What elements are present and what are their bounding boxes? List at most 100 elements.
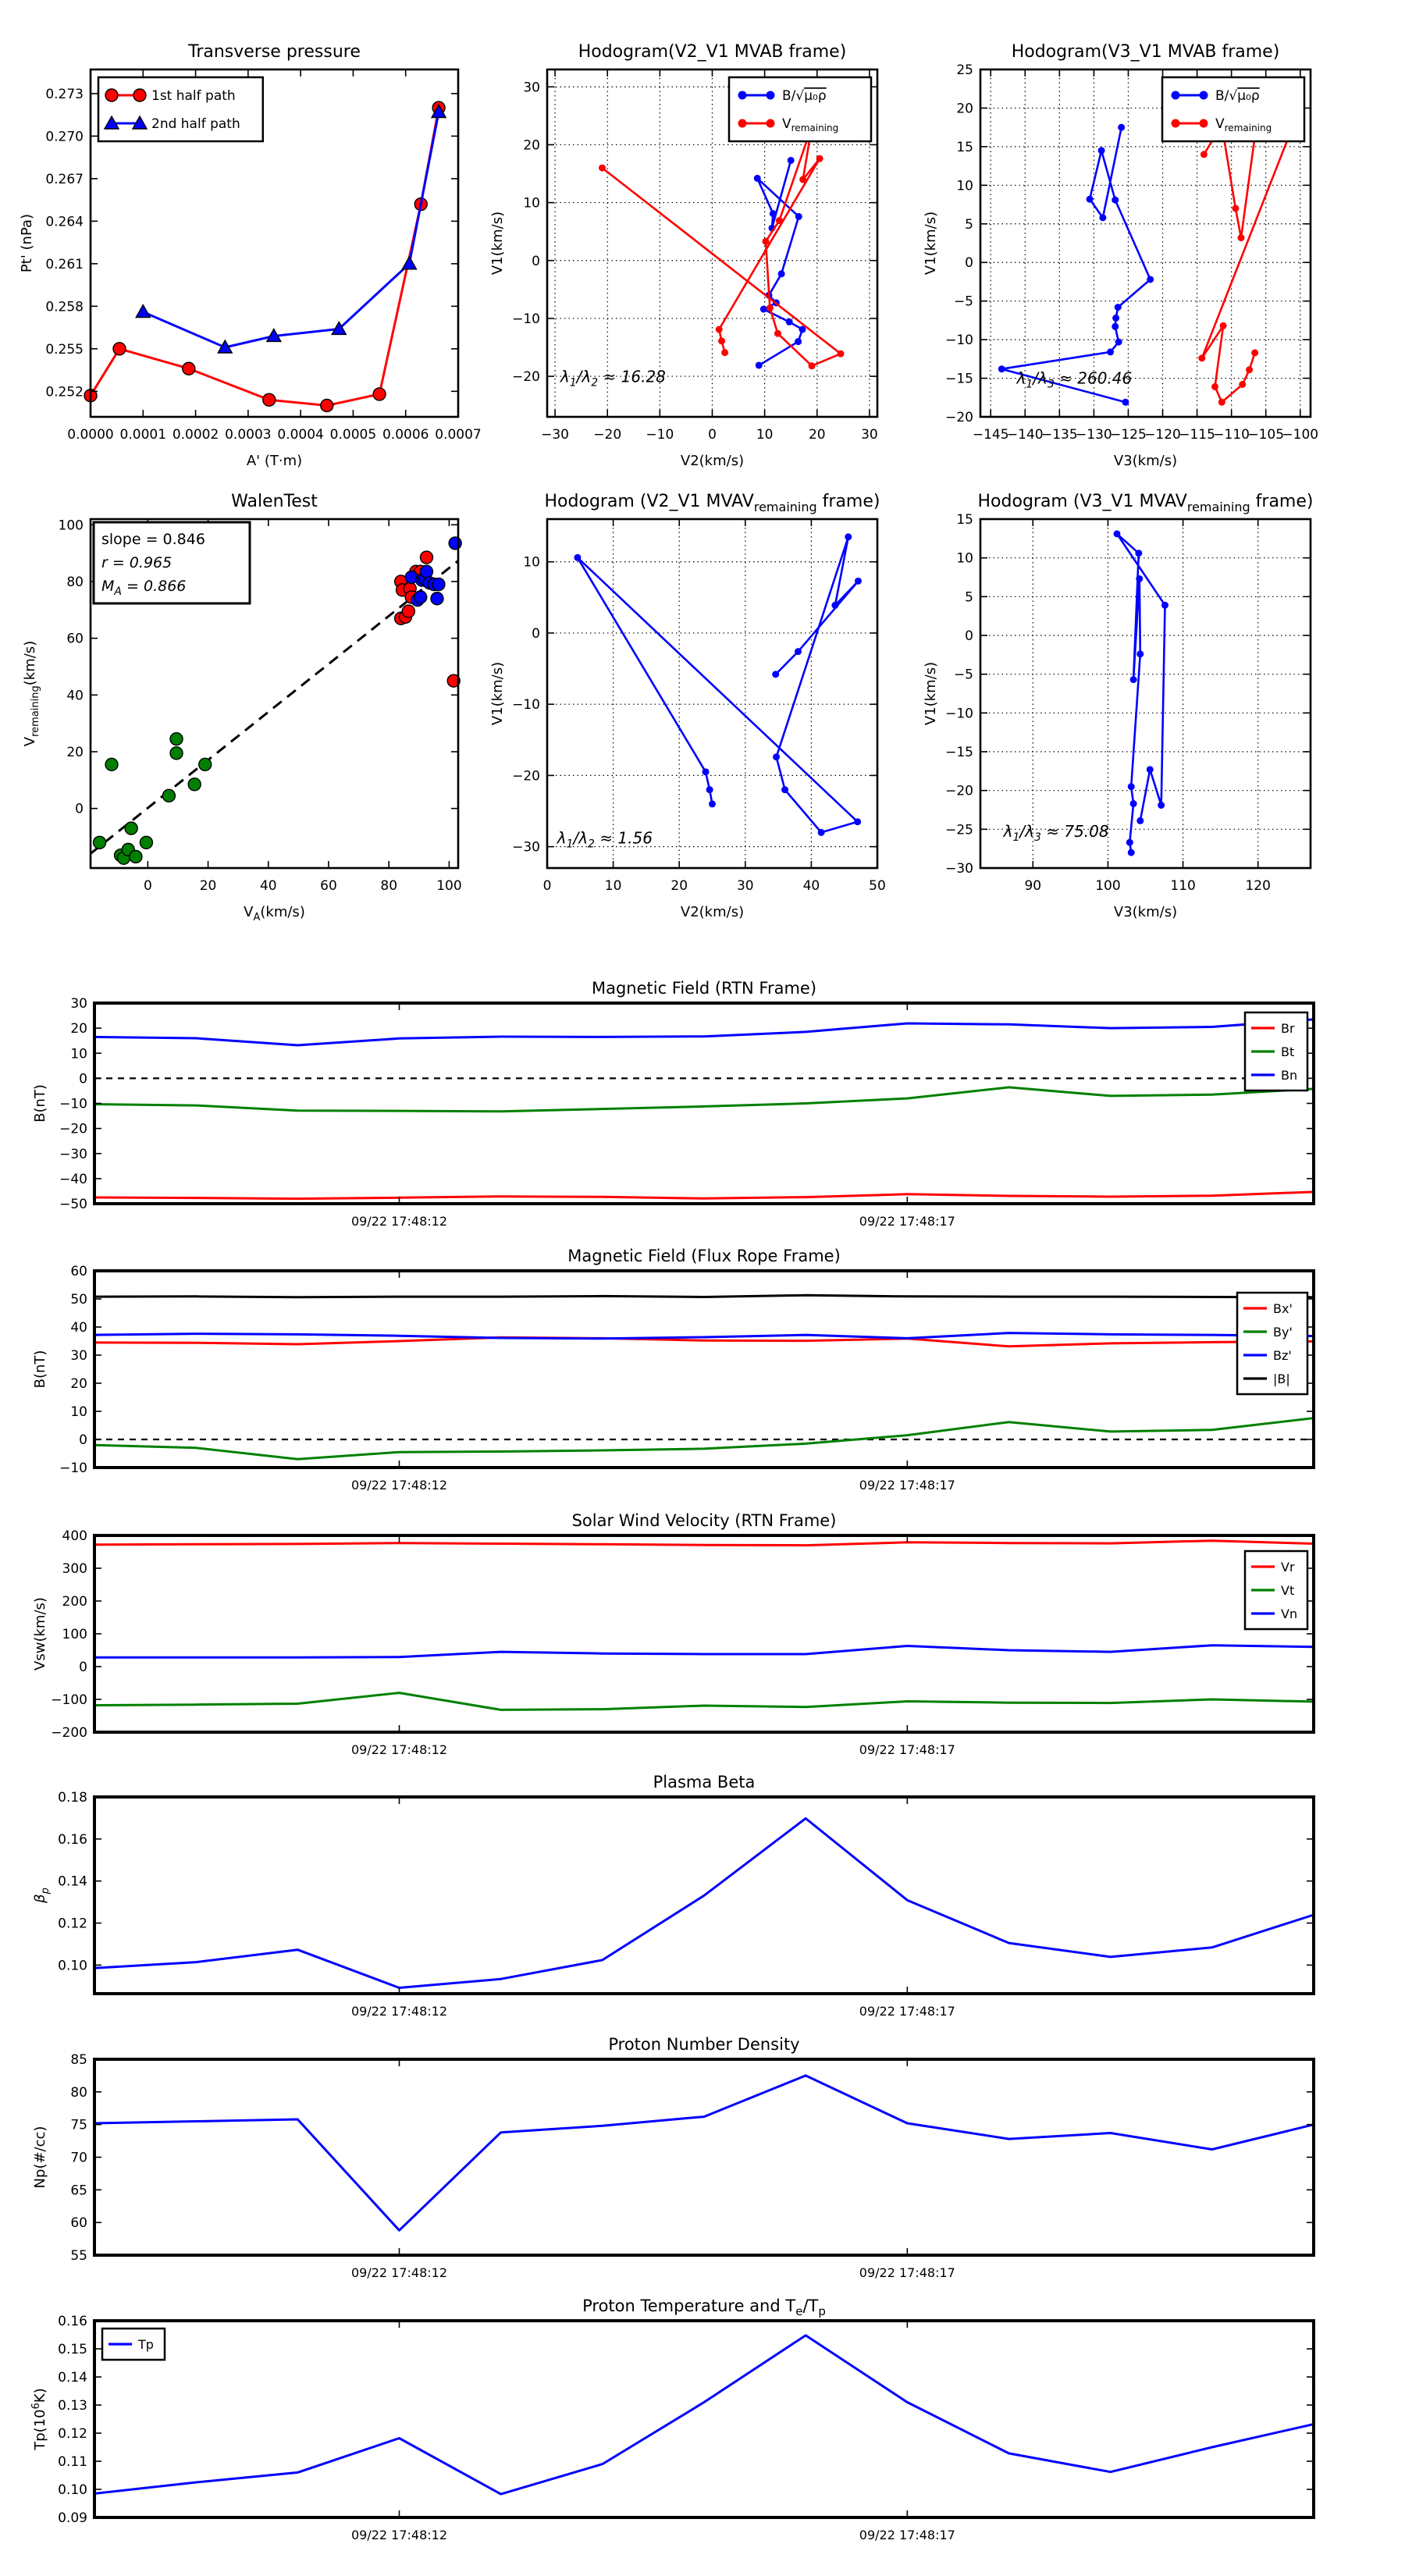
x-tick-label: 50	[869, 878, 886, 894]
data-point	[112, 342, 126, 356]
x-tick-label: 09/22 17:48:17	[859, 2528, 955, 2542]
data-point	[774, 329, 781, 337]
y-tick-label: 0.255	[45, 342, 84, 358]
series-alfven-velocity-path	[998, 123, 1154, 406]
x-tick-label: −110	[1213, 427, 1250, 443]
series-bn	[94, 1018, 1314, 1047]
series-first-half-path	[84, 101, 446, 413]
y-tick-label: 15	[956, 140, 973, 155]
y-tick-label: 200	[62, 1594, 87, 1610]
y-axis-label: B(nT)	[32, 1350, 48, 1389]
x-tick-label: 09/22 17:48:12	[351, 2265, 447, 2280]
legend-marker	[133, 88, 147, 102]
data-point	[139, 835, 154, 849]
data-point	[162, 788, 176, 803]
series-line	[94, 1692, 1314, 1711]
data-point	[401, 604, 415, 618]
axes-frame	[89, 68, 460, 418]
y-tick-label: 50	[70, 1292, 87, 1308]
x-tick-label: 0.0005	[330, 427, 376, 443]
grid	[546, 519, 878, 868]
x-tick-label: 09/22 17:48:12	[351, 2004, 447, 2019]
data-point	[1147, 276, 1154, 283]
legend-item-label: Bx'	[1273, 1301, 1293, 1316]
data-point	[808, 362, 816, 370]
x-tick-label: 0.0000	[67, 427, 113, 443]
data-point	[599, 164, 606, 172]
data-point	[135, 304, 151, 318]
panel-title: Solar Wind Velocity (RTN Frame)	[572, 1511, 837, 1530]
series-line	[94, 2074, 1314, 2232]
data-point	[331, 320, 347, 336]
series-line	[1200, 120, 1289, 404]
series-alfven-velocity-path	[753, 156, 806, 369]
y-tick-label: 0.16	[58, 2314, 87, 2329]
y-tick-label: 60	[70, 1264, 87, 1279]
series-line	[94, 1332, 1314, 1340]
legend: Vr Vt Vn	[1243, 1550, 1309, 1631]
x-tick-label: 40	[260, 878, 277, 894]
data-point	[831, 601, 839, 609]
data-point	[1239, 380, 1247, 388]
panel-hodogram-v2v1-mvav: Hodogram (V2_V1 MVAVremaining frame) 0 10 2…	[489, 492, 886, 920]
y-axis-label: V1(km/s)	[489, 662, 506, 725]
y-tick-label: −20	[512, 369, 540, 385]
y-tick-label: 80	[66, 575, 84, 590]
lambda-annotation: λ1/λ3 ≈ 75.08	[1003, 822, 1109, 844]
y-tick-label: −40	[59, 1172, 87, 1187]
data-point	[795, 212, 802, 220]
legend: Tp	[101, 2327, 166, 2361]
legend-item-label: 2nd half path	[151, 116, 240, 132]
x-tick-label: 0.0003	[225, 427, 271, 443]
y-tick-label: −30	[59, 1147, 87, 1162]
x-tick-label: 09/22 17:48:12	[351, 1214, 447, 1229]
data-point	[709, 800, 716, 808]
data-point	[1107, 348, 1115, 356]
series-line	[94, 1417, 1314, 1461]
data-point	[1161, 601, 1168, 609]
series-line	[89, 107, 440, 407]
y-axis-label: V1(km/s)	[923, 212, 939, 275]
y-tick-label: −15	[945, 372, 973, 387]
data-point	[816, 155, 823, 162]
y-tick-label: 0.273	[45, 87, 84, 102]
data-point	[854, 818, 862, 826]
ticks: 09/22 17:48:12 09/22 17:48:17 −50 −40 −30 −20…	[59, 996, 1314, 1229]
data-point	[446, 674, 461, 688]
data-point	[574, 553, 582, 561]
legend-item-label: B/√μ₀ρ	[1215, 88, 1260, 104]
panel-walen-test: WalenTest 0 20 40 60 80 100 0 20 40 60 80 100 VA(km/s…	[22, 492, 462, 923]
series-line	[142, 112, 440, 349]
data-point	[419, 550, 434, 564]
series-line	[576, 535, 859, 834]
y-axis-label: Vsw(km/s)	[32, 1597, 48, 1670]
series-line	[94, 1336, 1314, 1348]
y-tick-label: 65	[70, 2183, 87, 2198]
data-point	[92, 835, 107, 849]
y-tick-label: 0.15	[58, 2342, 87, 2357]
panel-vsw-rtn: Solar Wind Velocity (RTN Frame) 09/22 17:…	[32, 1511, 1315, 1757]
x-tick-label: 09/22 17:48:12	[351, 1478, 447, 1493]
data-point	[419, 564, 434, 578]
y-tick-label: 0.11	[58, 2454, 87, 2470]
x-tick-label: 09/22 17:48:17	[859, 1742, 955, 1757]
ticks: 09/22 17:48:12 09/22 17:48:17 0.09 0.10 0.11…	[58, 2314, 1314, 2542]
series-line	[94, 1293, 1314, 1299]
legend-item-label: |B|	[1273, 1372, 1290, 1386]
y-tick-label: 0.18	[58, 1790, 87, 1806]
y-tick-label: 60	[70, 2215, 87, 2231]
data-point	[799, 326, 806, 333]
legend-marker	[766, 119, 775, 128]
y-tick-label: 20	[523, 137, 540, 153]
panel-hodogram-v3v1-mvav: Hodogram (V3_V1 MVAVremaining frame) 90 10…	[923, 492, 1313, 920]
x-tick-label: 100	[1095, 878, 1120, 894]
y-tick-label: −10	[945, 706, 973, 721]
legend-marker	[105, 88, 119, 102]
y-tick-label: 0.10	[58, 2482, 87, 2498]
data-point	[1146, 766, 1154, 774]
y-tick-label: 75	[70, 2118, 87, 2133]
panel-title: Proton Temperature and Te/Tp	[582, 2297, 826, 2318]
y-tick-label: 0	[79, 1071, 87, 1087]
y-axis-label: Np(#/cc)	[32, 2126, 48, 2189]
